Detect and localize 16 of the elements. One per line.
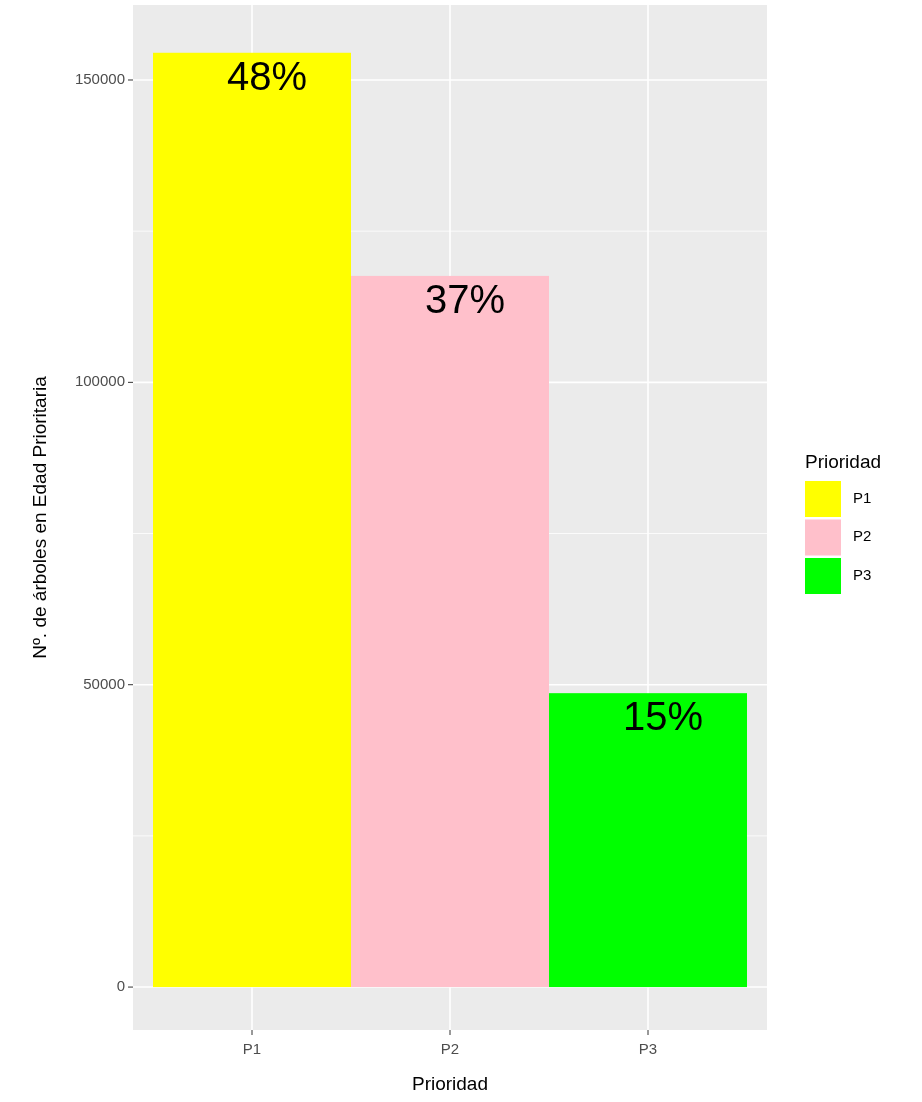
y-tick-label: 0 [116,977,125,995]
legend-label: P1 [853,488,872,506]
x-axis-title: Prioridad [805,451,882,473]
legend-title: Prioridad [411,1073,489,1094]
legend-label: P2 [853,527,872,545]
y-axis-title: Nº. de árboles en Edad Prioritaria [29,375,50,659]
y-tick-label: 50000 [83,674,125,692]
legend-label: P3 [853,565,872,583]
y-tick-label: 150000 [74,69,125,87]
x-tick-label: P2 [440,1040,460,1057]
x-tick-label: P1 [242,1040,262,1057]
annotation: 37% [424,276,506,321]
annotation: 15% [622,693,704,738]
x-tick-label: P3 [638,1040,658,1057]
annotation: 48% [226,53,308,98]
y-tick-label: 100000 [74,372,125,390]
